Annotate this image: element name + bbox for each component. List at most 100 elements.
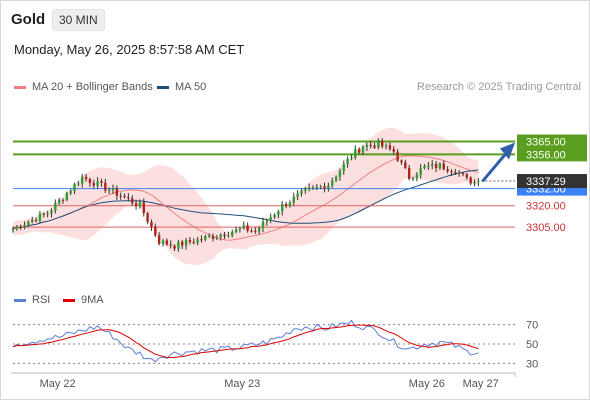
candle (204, 234, 207, 242)
candle-body (150, 221, 153, 227)
candle-body (196, 239, 199, 243)
candle-body (384, 145, 388, 147)
candle (284, 201, 288, 209)
candle (188, 237, 192, 245)
candle (357, 147, 361, 155)
candle-body (327, 185, 330, 189)
legend-ma20: MA 20 + Bollinger Bands (14, 81, 153, 93)
legend-ma20-label: MA 20 + Bollinger Bands (32, 81, 153, 93)
candle (250, 228, 253, 233)
candle-body (154, 226, 157, 236)
candle-body (177, 241, 180, 249)
candle (438, 162, 442, 171)
candle-body (334, 176, 338, 181)
candle (392, 146, 395, 155)
candle-body (473, 181, 476, 184)
candle-body (200, 239, 203, 241)
candle-body (73, 183, 76, 191)
candle-body (427, 165, 430, 167)
candle (100, 178, 103, 187)
candle (315, 183, 319, 191)
candle (42, 212, 45, 218)
candle-body (381, 140, 384, 147)
candle (419, 164, 422, 179)
legend-rsi-label: RSI (32, 294, 51, 306)
candle (327, 182, 330, 192)
candle (115, 185, 119, 200)
level-label-3365.00: 3365.00 (517, 134, 587, 149)
candle-body (319, 186, 322, 188)
level-text: 3320.00 (526, 201, 566, 213)
candle (169, 240, 172, 249)
candle (307, 183, 311, 192)
timestamp: Monday, May 26, 2025 8:57:58 AM CET (14, 42, 245, 57)
candle-body (181, 241, 184, 246)
candle (477, 178, 480, 187)
candle (104, 178, 107, 194)
candle-body (173, 245, 176, 249)
candle (38, 210, 42, 224)
candle-body (357, 149, 361, 153)
candle-body (454, 171, 457, 174)
candle (292, 192, 295, 206)
candle (61, 198, 65, 204)
candle-body (184, 240, 188, 246)
level-text: 3356.00 (526, 149, 566, 161)
candle (423, 164, 426, 170)
candle-body (315, 186, 319, 188)
legend-ma50: MA 50 (157, 81, 206, 93)
forecast-arrowhead (500, 142, 515, 160)
candle-body (204, 236, 207, 240)
candle-body (169, 244, 172, 246)
candle (365, 142, 369, 152)
candle-body (423, 165, 426, 169)
candle (373, 142, 376, 149)
candle-body (77, 183, 80, 185)
candle-body (115, 188, 119, 196)
candle-body (388, 145, 392, 150)
candle (165, 238, 169, 246)
candle-body (311, 187, 315, 189)
candle-body (50, 210, 53, 214)
candle-body (342, 163, 345, 171)
rsi-tick-label: 50 (526, 339, 538, 351)
candle-body (161, 240, 165, 244)
candle (384, 143, 388, 150)
candle (461, 171, 465, 177)
last-price-text: 3337.29 (526, 176, 566, 188)
legend-9ma: 9MA (63, 294, 104, 306)
candle-body (331, 180, 334, 186)
candle-body (300, 190, 303, 194)
candle-body (88, 179, 92, 184)
candle-body (434, 163, 438, 169)
source-credit: Research © 2025 Trading Central (416, 81, 581, 93)
candle-body (157, 235, 161, 244)
candle (211, 233, 215, 242)
candle (200, 235, 203, 243)
candle (354, 145, 357, 160)
candle (400, 159, 403, 165)
candle-body (207, 235, 211, 237)
candle-body (69, 190, 72, 194)
timeframe-button[interactable]: 30 MIN (52, 9, 105, 31)
candle-body (442, 163, 445, 170)
candle-body (19, 226, 22, 228)
candle (127, 192, 130, 202)
candle-body (81, 176, 84, 184)
candle-body (192, 242, 195, 244)
candle-body (281, 203, 284, 212)
x-tick-label: May 27 (463, 378, 499, 390)
candle (361, 145, 365, 155)
candle (92, 179, 95, 189)
candle-body (242, 225, 245, 229)
legend-9ma-label: 9MA (81, 294, 104, 306)
candle (107, 187, 111, 194)
candle (15, 224, 19, 231)
candle (381, 138, 384, 149)
candle-body (188, 240, 192, 243)
candle (257, 226, 261, 235)
candle-body (292, 196, 295, 203)
candle (273, 213, 276, 219)
candle (334, 175, 338, 183)
candle-body (469, 177, 472, 184)
